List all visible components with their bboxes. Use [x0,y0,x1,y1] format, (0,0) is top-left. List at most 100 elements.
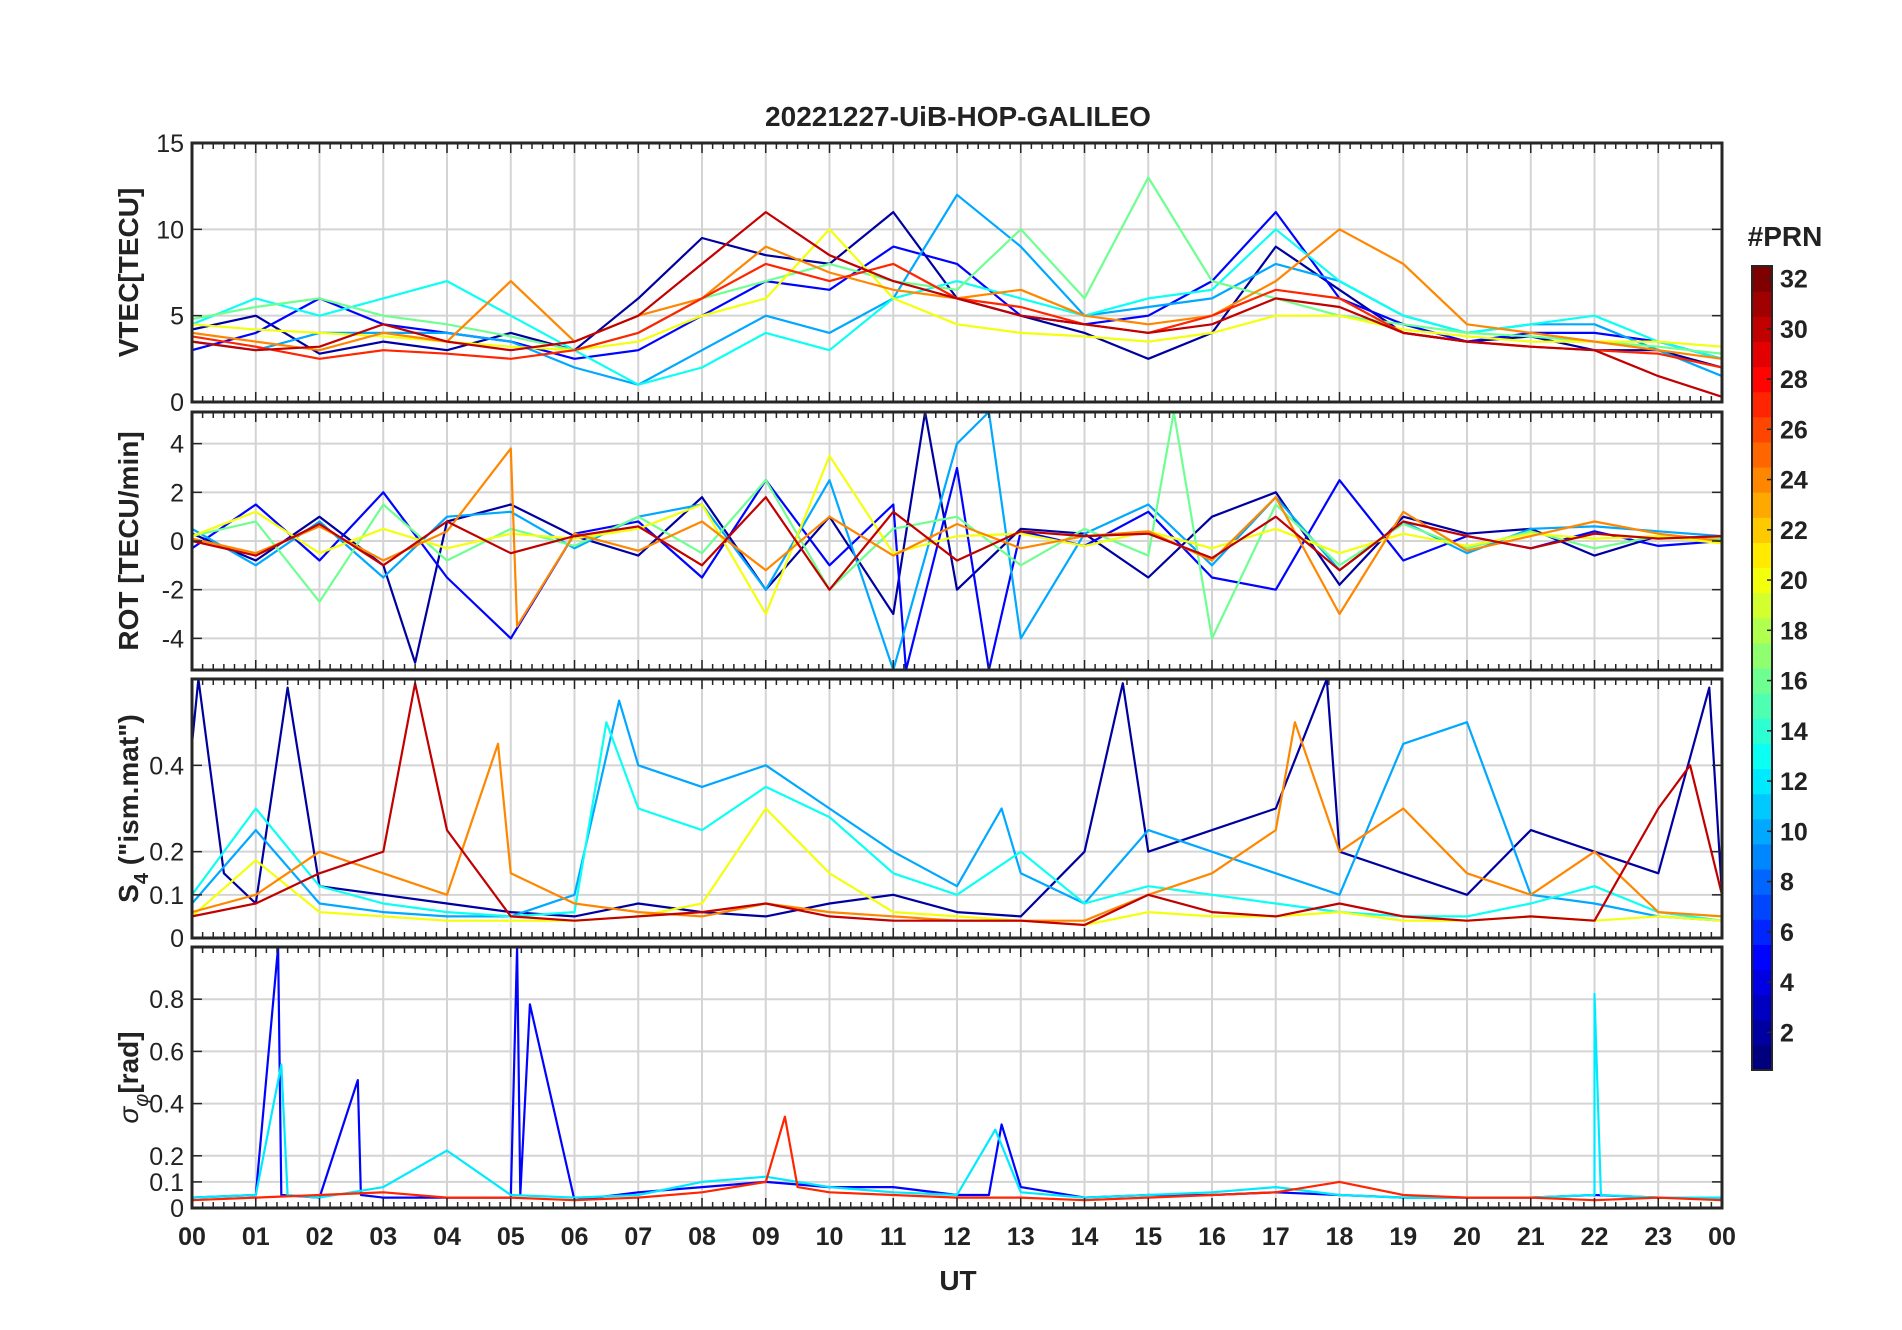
x-tick-label: 04 [433,1223,461,1251]
y-tick-label: 0.4 [149,1091,184,1119]
x-axis-label: UT [939,1265,976,1296]
series-line-prn-27 [192,1115,1722,1202]
colorbar-tick-label: 20 [1780,567,1808,595]
x-tick-label: 20 [1453,1223,1481,1251]
x-tick-label: 19 [1389,1223,1417,1251]
colorbar-tick-label: 4 [1780,969,1794,997]
y-tick-label: 0 [170,1195,184,1223]
y-axis-label: σφ[rad] [113,1031,153,1123]
colorbar-band [1752,1044,1772,1071]
series-group [192,679,1722,927]
colorbar-band [1752,693,1772,719]
y-axis-label: ROT [TECU/min] [113,431,144,650]
colorbar-band [1752,617,1772,644]
colorbar-band [1752,492,1772,518]
y-tick-label: 4 [170,431,184,459]
panel-vtec: 0 5 10 15 VTEC[TECU] [113,130,1724,417]
colorbar-band [1752,843,1772,870]
colorbar-band [1752,266,1772,292]
colorbar-band [1752,441,1772,468]
x-tick-label: 15 [1134,1223,1162,1251]
colorbar-tick-label: 16 [1780,668,1808,696]
x-tick-label: 23 [1644,1223,1672,1251]
panel-rot: -4 -2 0 2 4 ROT [TECU/min] [113,410,1724,672]
colorbar-band [1752,642,1772,669]
y-tick-label: -2 [162,577,184,605]
colorbar-band [1752,668,1772,694]
panel-sigma: 00.10.2 0.4 0.6 0.8 σφ[rad] [113,945,1724,1223]
colorbar-band [1752,467,1772,493]
colorbar-tick-label: 28 [1780,366,1808,394]
y-label-main: S [113,884,144,903]
colorbar-band [1752,416,1772,443]
chart-title: 20221227-UiB-HOP-GALILEO [765,101,1151,132]
series-line-prn-2 [192,412,1722,664]
series-line-prn-16 [192,176,1722,355]
y-label-main: σ [113,1106,144,1124]
y-tick-label: 0.2 [149,1143,184,1171]
series-line-prn-5 [192,466,1722,670]
series-line-prn-30 [192,211,1722,398]
x-tick-label: 05 [497,1223,525,1251]
x-tick-label: 13 [1007,1223,1035,1251]
y-label-rest: [rad] [113,1031,144,1093]
colorbar-band [1752,718,1772,744]
colorbar-tick-label: 2 [1780,1019,1794,1047]
x-tick-label: 16 [1198,1223,1226,1251]
y-tick-label: 0.1 [149,1169,184,1197]
series-line-prn-13 [192,721,1722,922]
colorbar-tick-label: 18 [1780,617,1808,645]
y-tick-label: 0 [170,528,184,556]
x-tick-label: 09 [752,1223,780,1251]
series-group [192,176,1722,398]
y-label-sub: φ [131,1094,153,1107]
colorbar-band [1752,919,1772,945]
colorbar-frame [1751,265,1773,1071]
colorbar-band [1752,567,1772,594]
x-tick-label: 11 [880,1223,907,1251]
series-line-prn-20 [192,454,1722,616]
y-axis-label: S4 ("ism.mat") [113,714,153,903]
colorbar-band [1752,793,1772,820]
colorbar-band [1752,341,1772,368]
x-tick-label: 00 [1708,1223,1736,1251]
y-tick-label: 5 [170,303,184,331]
series-group [192,412,1722,670]
y-tick-label: 0.6 [149,1038,184,1066]
x-tick-label: 14 [1071,1223,1099,1251]
x-tick-label: 06 [561,1223,589,1251]
colorbar-tick-label: 24 [1780,467,1808,495]
series-line-prn-24 [192,447,1722,628]
x-tick-label: 03 [369,1223,397,1251]
x-tick-label: 21 [1517,1223,1545,1251]
colorbar-band [1752,743,1772,770]
colorbar-tick-label: 8 [1780,869,1794,897]
x-tick-label: 01 [242,1223,270,1251]
y-tick-label: 0.2 [149,839,184,867]
colorbar-tick-label: 6 [1780,919,1794,947]
colorbar-tick-label: 30 [1780,316,1808,344]
colorbar-tick-label: 26 [1780,416,1808,444]
x-tick-label: 17 [1262,1223,1290,1251]
y-tick-label: 10 [156,216,184,244]
colorbar-band [1752,869,1772,895]
x-tick-label: 12 [943,1223,971,1251]
series-line-prn-30 [192,496,1722,591]
colorbar-band [1752,391,1772,418]
x-tick-label: 22 [1581,1223,1609,1251]
series-line-prn-30 [192,682,1722,927]
y-tick-label: 15 [156,130,184,158]
y-label-sub: 4 [131,872,153,884]
colorbar-band [1752,1019,1772,1046]
colorbar-tick-label: 12 [1780,768,1808,796]
colorbar-band [1752,969,1772,996]
x-tick-label: 02 [306,1223,334,1251]
colorbar-band [1752,517,1772,543]
colorbar-band [1752,366,1772,393]
colorbar-band [1752,894,1772,920]
panel-s4: 00.10.20.4S4 ("ism.mat") [113,677,1724,953]
series-line-prn-10 [192,699,1722,922]
